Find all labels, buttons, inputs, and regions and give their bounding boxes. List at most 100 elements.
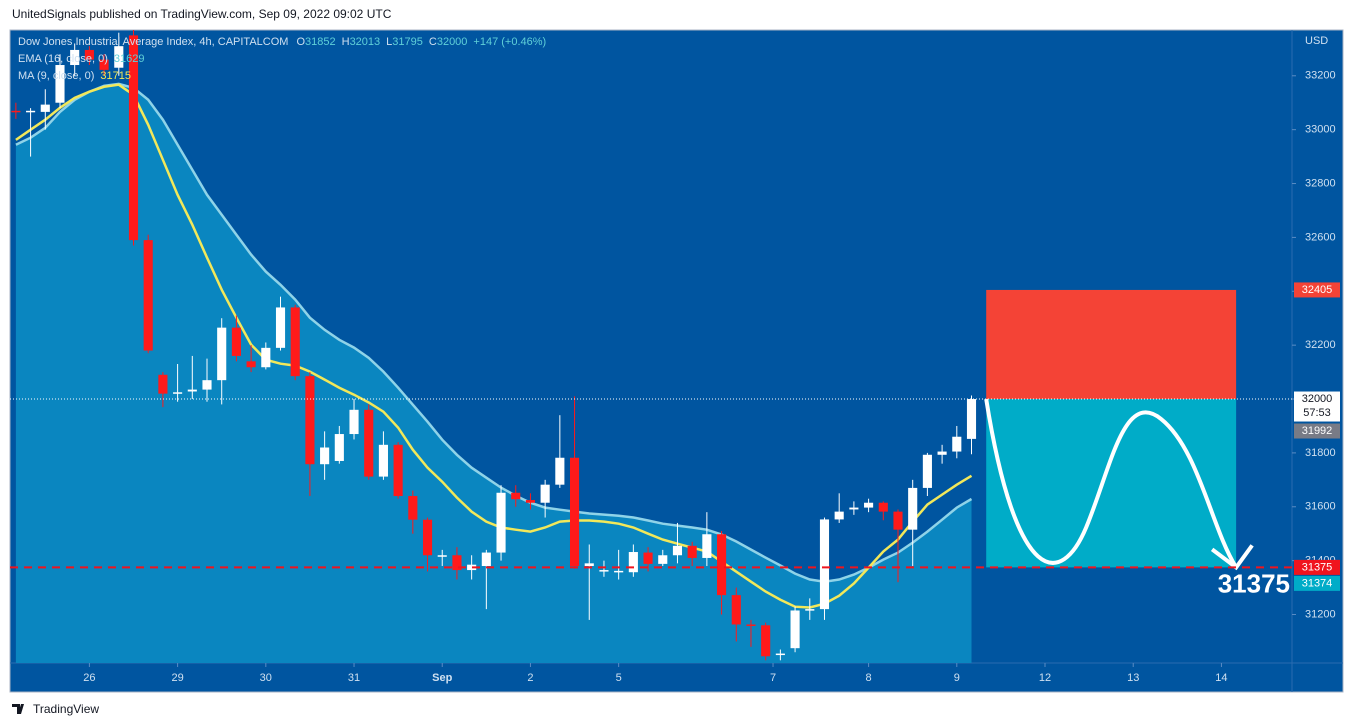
candle-body bbox=[643, 552, 653, 564]
candle-body bbox=[672, 545, 683, 556]
price-label-box bbox=[1294, 423, 1340, 439]
projection-curve bbox=[984, 398, 1238, 569]
x-tick-label: 31 bbox=[348, 672, 360, 684]
candle-body bbox=[378, 444, 388, 477]
candle-body bbox=[349, 409, 359, 435]
x-tick-label: 13 bbox=[1127, 672, 1139, 684]
candle-body bbox=[173, 392, 183, 394]
candle-body bbox=[26, 110, 36, 113]
candle-body bbox=[99, 59, 109, 70]
y-tick-label: 31200 bbox=[1305, 608, 1336, 620]
legend: Dow Jones Industrial Average Index, 4h, … bbox=[18, 36, 546, 82]
y-tick-label: 33200 bbox=[1305, 70, 1336, 82]
candle-body bbox=[143, 240, 153, 351]
candle-body bbox=[775, 653, 785, 656]
candle-body bbox=[261, 347, 271, 368]
candle-body bbox=[158, 374, 168, 394]
candle-body bbox=[84, 49, 94, 60]
candle-body bbox=[481, 552, 491, 567]
candle-body bbox=[864, 502, 874, 508]
candle-body bbox=[525, 500, 536, 503]
candle-body bbox=[334, 434, 344, 461]
x-tick-label: Sep bbox=[432, 672, 452, 684]
candle-body bbox=[834, 511, 844, 520]
price-label: 32405 bbox=[1302, 284, 1333, 296]
price-label-box bbox=[1294, 575, 1340, 591]
y-tick-label: 31800 bbox=[1305, 447, 1336, 459]
target-label: 31375 bbox=[1218, 568, 1290, 598]
price-label: 31374 bbox=[1302, 577, 1333, 589]
candle-body bbox=[893, 511, 903, 530]
candle-body bbox=[246, 361, 256, 368]
legend-ema: EMA (16, close, 0) 31629 bbox=[18, 53, 144, 65]
candle-body bbox=[393, 444, 403, 496]
candle-body bbox=[952, 436, 962, 452]
candle-body bbox=[496, 492, 506, 553]
candle-body bbox=[687, 545, 697, 558]
candle-body bbox=[408, 495, 418, 520]
candle-body bbox=[805, 609, 815, 611]
logo bbox=[12, 704, 24, 714]
candle-body bbox=[305, 376, 315, 465]
price-label-box bbox=[1294, 282, 1340, 298]
x-tick-label: 30 bbox=[260, 672, 272, 684]
x-tick-label: 14 bbox=[1215, 672, 1227, 684]
ma-line bbox=[15, 83, 973, 609]
candle-body bbox=[540, 484, 550, 503]
y-tick-label: 32600 bbox=[1305, 231, 1336, 243]
candle-body bbox=[761, 625, 771, 657]
legend-ma: MA (9, close, 0) 31715 bbox=[18, 70, 131, 82]
candle-body bbox=[746, 624, 756, 626]
x-tick-label: 7 bbox=[770, 672, 776, 684]
candle-body bbox=[937, 451, 947, 455]
x-tick-label: 2 bbox=[527, 672, 533, 684]
candle-body bbox=[584, 563, 594, 567]
candle-body bbox=[364, 409, 374, 477]
candle-body bbox=[128, 35, 139, 241]
candle-body bbox=[878, 502, 888, 512]
candle-body bbox=[40, 104, 50, 112]
candle-body bbox=[717, 534, 727, 596]
price-label: 31992 bbox=[1302, 425, 1333, 437]
x-tick-label: 12 bbox=[1039, 672, 1051, 684]
ema-line bbox=[15, 82, 973, 583]
candle-body bbox=[702, 534, 712, 558]
candle-body bbox=[320, 447, 330, 465]
price-label: 32000 bbox=[1302, 393, 1333, 405]
y-tick-label: 32200 bbox=[1305, 339, 1336, 351]
candle-body bbox=[819, 519, 830, 610]
stop-zone bbox=[986, 289, 1237, 400]
candle-body bbox=[569, 457, 580, 567]
candle-body bbox=[731, 595, 741, 625]
target-zone bbox=[986, 399, 1237, 568]
candle-body bbox=[202, 380, 212, 390]
price-label: 31375 bbox=[1302, 561, 1333, 573]
candle-body bbox=[437, 555, 447, 557]
footer-text: TradingView bbox=[33, 702, 99, 716]
price-label-box bbox=[1294, 559, 1340, 575]
plot bbox=[10, 30, 1292, 663]
candle-body bbox=[555, 457, 565, 485]
currency: USD bbox=[1305, 35, 1328, 47]
candle-body bbox=[511, 492, 521, 500]
candle-body bbox=[422, 519, 433, 556]
ema-area bbox=[15, 83, 972, 663]
y-tick-label: 32800 bbox=[1305, 177, 1336, 189]
header: UnitedSignals published on TradingView.c… bbox=[12, 7, 392, 21]
x-tick-label: 5 bbox=[616, 672, 622, 684]
candle-body bbox=[70, 49, 80, 66]
candle-body bbox=[658, 555, 668, 564]
legend-title: Dow Jones Industrial Average Index, 4h, … bbox=[18, 36, 546, 48]
arrow-head bbox=[1210, 544, 1254, 571]
candle-body bbox=[217, 327, 227, 381]
candle-body bbox=[614, 570, 624, 573]
candle-body bbox=[231, 327, 241, 356]
price-label-box bbox=[1294, 391, 1340, 422]
candle-body bbox=[849, 507, 859, 510]
candle-body bbox=[908, 487, 918, 530]
candle-body bbox=[790, 610, 800, 649]
candle-body bbox=[187, 389, 197, 392]
countdown: 57:53 bbox=[1303, 407, 1331, 419]
candle-body bbox=[922, 454, 932, 488]
